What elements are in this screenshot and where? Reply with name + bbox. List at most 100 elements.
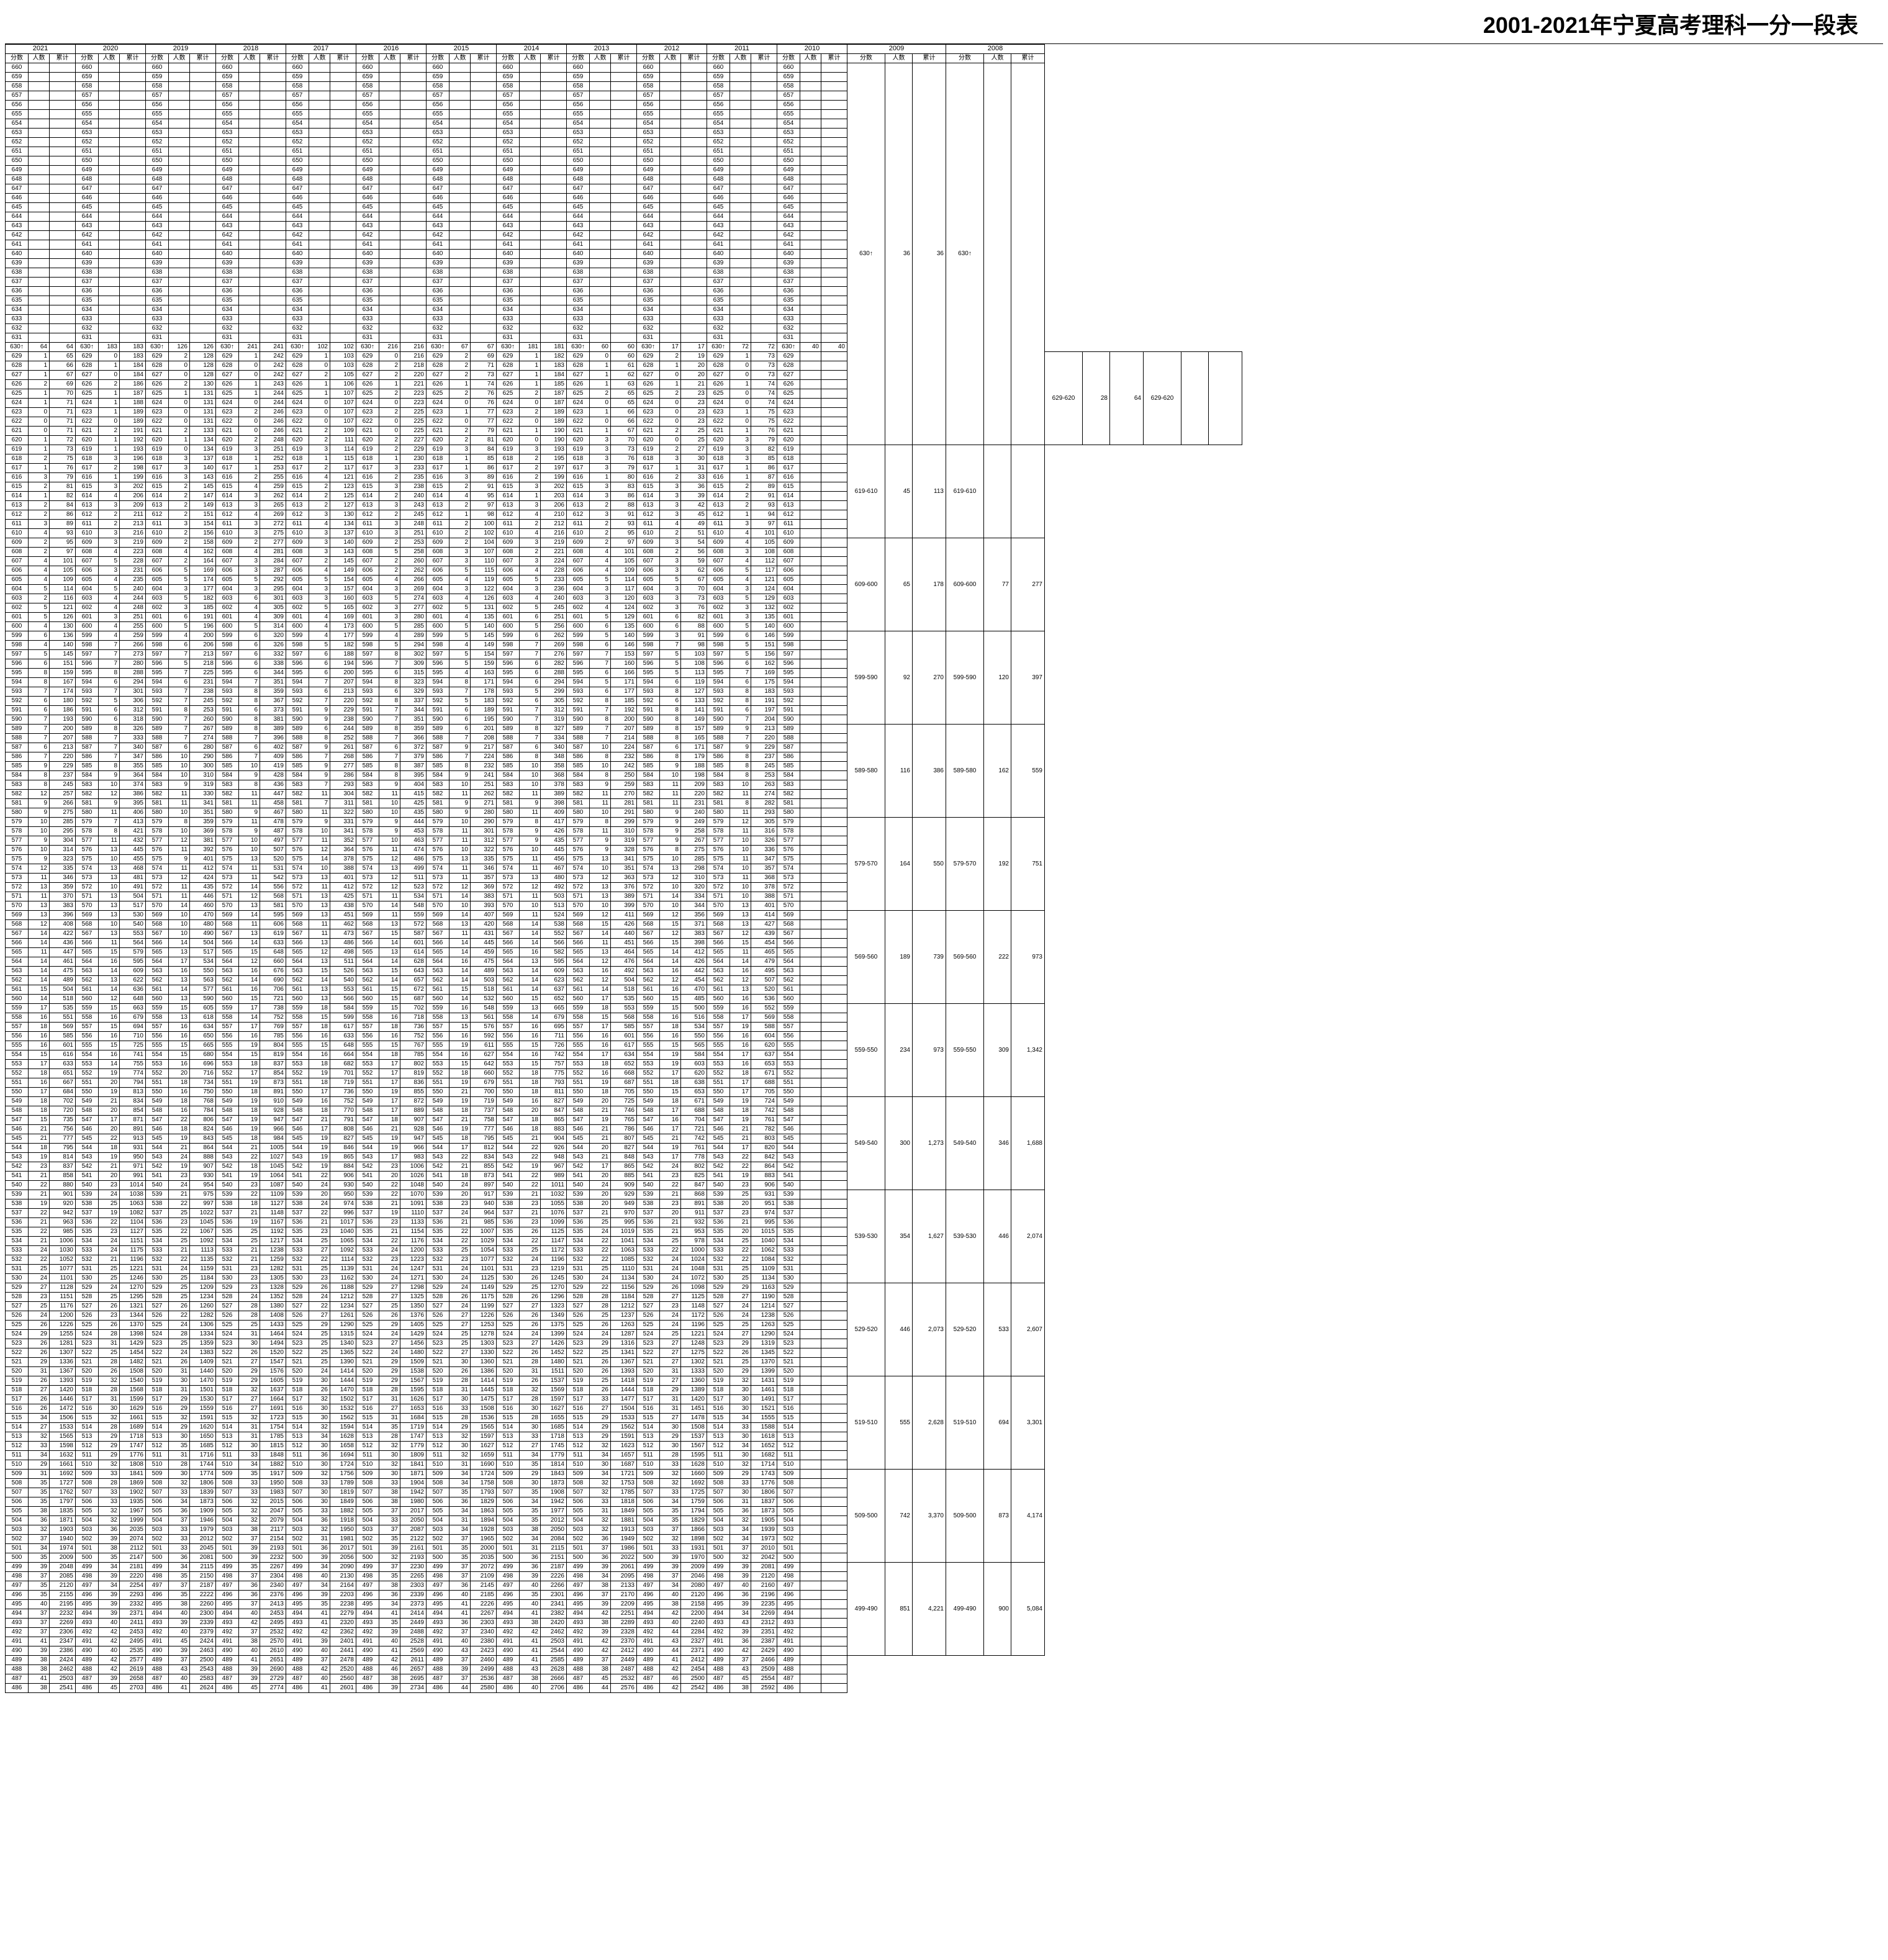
band-count: 189 xyxy=(885,911,913,1004)
table-row: 660660660660660660660660660660660660630↑… xyxy=(6,63,1242,73)
col-count-2012: 人数 xyxy=(660,54,681,63)
table-row: 6015126601325160161916014309601416960132… xyxy=(6,613,1242,622)
table-row: 637637637637637637637637637637637637 xyxy=(6,278,1242,287)
col-score-2014: 分数 xyxy=(497,54,520,63)
table-row: 5332410305332411755332111135332112385332… xyxy=(6,1246,1242,1255)
col-score-2008: 分数 xyxy=(946,54,984,63)
band-count: 742 xyxy=(885,1470,913,1563)
table-row: 5471573554717871547228065471994754721791… xyxy=(6,1116,1242,1125)
band-score: 630↑ xyxy=(946,63,984,445)
table-row: 5262412005262313445262212825262814085262… xyxy=(6,1311,1242,1321)
band-count: 309 xyxy=(984,1004,1011,1097)
table-row: 5272511765272613215272612605272813805272… xyxy=(6,1302,1242,1311)
band-score: 569-560 xyxy=(847,911,885,1004)
band-cum xyxy=(1011,445,1045,538)
table-row: 5759323575104555759401575135205751437857… xyxy=(6,855,1242,864)
col-score-2011: 分数 xyxy=(707,54,730,63)
band-score: 509-500 xyxy=(946,1470,984,1563)
table-row: 5402288054023101454024954540231087540249… xyxy=(6,1181,1242,1190)
table-row: 659659659659659659659659659659659659 xyxy=(6,73,1242,82)
band-cum: 178 xyxy=(913,538,946,631)
band-score: 569-560 xyxy=(946,911,984,1004)
band-cum xyxy=(1011,63,1045,445)
table-row: 5897200589832658972675898389589624458983… xyxy=(6,725,1242,734)
year-header-2017: 2017 xyxy=(286,45,356,54)
table-row: 657657657657657657657657657657657657 xyxy=(6,91,1242,101)
col-cum-2021: 累计 xyxy=(50,54,76,63)
score-table: 2021202020192018201720162015201420132012… xyxy=(5,44,1242,1693)
table-row: 648648648648648648648648648648648648 xyxy=(6,175,1242,184)
table-row: 5381992053825106353822997538181127538249… xyxy=(6,1199,1242,1209)
table-row: 5838245583103745839319583843658372935839… xyxy=(6,780,1242,790)
table-row: 5063517975063319355063418735063220155063… xyxy=(6,1497,1242,1507)
table-row: 5013419745013821125013320455013921935013… xyxy=(6,1544,1242,1553)
table-row: 6132846133209613214961332656132127613324… xyxy=(6,501,1242,510)
band-cum: 751 xyxy=(1011,818,1045,911)
col-count-2015: 人数 xyxy=(449,54,471,63)
band-cum: 386 xyxy=(913,725,946,818)
band-cum: 3,370 xyxy=(913,1470,946,1563)
table-row: 5601451856012648560135905601572156013566… xyxy=(6,995,1242,1004)
col-score-2009: 分数 xyxy=(847,54,885,63)
band-count: 120 xyxy=(984,631,1011,725)
col-score-2012: 分数 xyxy=(637,54,660,63)
table-row: 645645645645645645645645645645645645 xyxy=(6,203,1242,212)
col-cum-2020: 累计 xyxy=(120,54,146,63)
band-count: 164 xyxy=(885,818,913,911)
col-count-2016: 人数 xyxy=(379,54,400,63)
table-row: 5491870254921834549187685491991054916752… xyxy=(6,1097,1242,1106)
band-count: 446 xyxy=(984,1190,1011,1283)
table-row: 5412185854120991541239305411910645412290… xyxy=(6,1172,1242,1181)
table-row: 6171766172198617314061712536172117617323… xyxy=(6,464,1242,473)
table-row: 5362196353622110453623104553619116753621… xyxy=(6,1218,1242,1227)
col-score-2016: 分数 xyxy=(356,54,379,63)
table-row: 5182714205182815685183115015183216375182… xyxy=(6,1386,1242,1395)
band-score: 609-600 xyxy=(847,538,885,631)
table-row: 6163796161199616314361622556164121616223… xyxy=(6,473,1242,482)
table-row: 5302411015302512465302511845302313055302… xyxy=(6,1274,1242,1283)
band-cum: 2,073 xyxy=(913,1283,946,1376)
table-row: 5561658555616710556166505561678555616633… xyxy=(6,1032,1242,1041)
table-row: 5926180592530659272455928367592722059283… xyxy=(6,697,1242,706)
table-row: 644644644644644644644644644644644644 xyxy=(6,212,1242,222)
table-row: 5123315985122917475123516855123018155123… xyxy=(6,1442,1242,1451)
band-cum: 559 xyxy=(1011,725,1045,818)
year-header-2012: 2012 xyxy=(637,45,707,54)
table-row: 5701338357013517570144605701358157013438… xyxy=(6,901,1242,911)
table-row: 5581655155816679558136185581475255815599… xyxy=(6,1013,1242,1023)
table-row: 5541561655416741554156805541581955416664… xyxy=(6,1050,1242,1060)
table-row: 640640640640640640640640640640640640 xyxy=(6,250,1242,259)
band-cum: 4,174 xyxy=(1011,1470,1045,1563)
band-count: 116 xyxy=(885,725,913,818)
band-cum: 2,628 xyxy=(913,1376,946,1470)
band-count: 694 xyxy=(984,1376,1011,1470)
table-row: 5252612265252613705252413065252514335252… xyxy=(6,1321,1242,1330)
table-row: 5102916615103218085102817445103418825103… xyxy=(6,1460,1242,1470)
table-row: 5731134657313481573124245731154257313401… xyxy=(6,874,1242,883)
table-row: 5651144756515579565135175651564856512498… xyxy=(6,948,1242,957)
table-row: 650650650650650650650650650650650650 xyxy=(6,156,1242,166)
table-row: 5691339656913530569104705691459556913451… xyxy=(6,911,1242,920)
table-row: 6064105606323160651696063287606414960622… xyxy=(6,566,1242,576)
col-cum-2012: 累计 xyxy=(681,54,707,63)
year-header-2021: 2021 xyxy=(6,45,76,54)
table-row: 6045114604524060431776043295604315760432… xyxy=(6,585,1242,594)
band-cum: 397 xyxy=(1011,631,1045,725)
table-row: 655655655655655655655655655655655655 xyxy=(6,110,1242,119)
table-row: 5821225758212386582113305821144758211304… xyxy=(6,790,1242,799)
table-row: 4883824624884226194884325434883926904884… xyxy=(6,1665,1242,1674)
col-count-2009: 人数 xyxy=(885,54,913,63)
table-row: 5511666755120794551187345511987355118719… xyxy=(6,1078,1242,1088)
table-row: 5887207588733358872745887396588825258873… xyxy=(6,734,1242,743)
table-row: 649649649649649649649649649649649649 xyxy=(6,166,1242,175)
table-row: 5142715335142816895142916205143117545143… xyxy=(6,1423,1242,1432)
table-row: 5392190153924103853921975539221109539209… xyxy=(6,1190,1242,1199)
band-count: 300 xyxy=(885,1097,913,1190)
table-row: 5003520095003521475003620815003922325003… xyxy=(6,1553,1242,1563)
col-cum-2019: 累计 xyxy=(190,54,216,63)
band-count: 851 xyxy=(885,1563,913,1656)
table-row: 5721335957210491572114355721455657211412… xyxy=(6,883,1242,892)
band-cum: 113 xyxy=(913,445,946,538)
table-row: 6074101607522860721646073284607214560722… xyxy=(6,557,1242,566)
table-row: 4954021954953923324953822604953724134953… xyxy=(6,1600,1242,1609)
